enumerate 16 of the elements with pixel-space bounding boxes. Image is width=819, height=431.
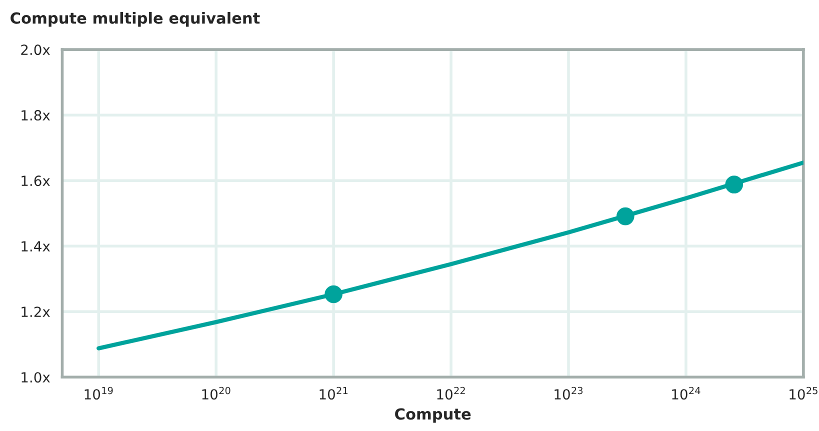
y-tick-label: 1.4x bbox=[22, 241, 50, 252]
x-tick-label: 10$^{19}$ bbox=[84, 386, 113, 400]
x-tick-label: 10$^{25}$ bbox=[790, 386, 818, 400]
y-axis-title: Compute multiple equivalent bbox=[10, 12, 260, 27]
x-tick-label: 10$^{21}$ bbox=[320, 386, 348, 400]
y-tick-label: 2.0x bbox=[21, 44, 50, 56]
y-tick-label: 1.8x bbox=[22, 110, 50, 121]
x-tick-label: 10$^{20}$ bbox=[202, 386, 230, 400]
line-series bbox=[96, 160, 804, 350]
x-axis-title: Compute bbox=[395, 408, 471, 423]
x-tick-label: 10$^{22}$ bbox=[437, 386, 465, 400]
y-tick-label: 1.2x bbox=[22, 306, 50, 317]
y-tick-label: 1.0x bbox=[22, 372, 50, 383]
y-tick-label: 1.6x bbox=[22, 176, 50, 186]
x-tick-label: 10$^{24}$ bbox=[672, 386, 700, 400]
x-tick-label: 10$^{23}$ bbox=[554, 386, 583, 400]
